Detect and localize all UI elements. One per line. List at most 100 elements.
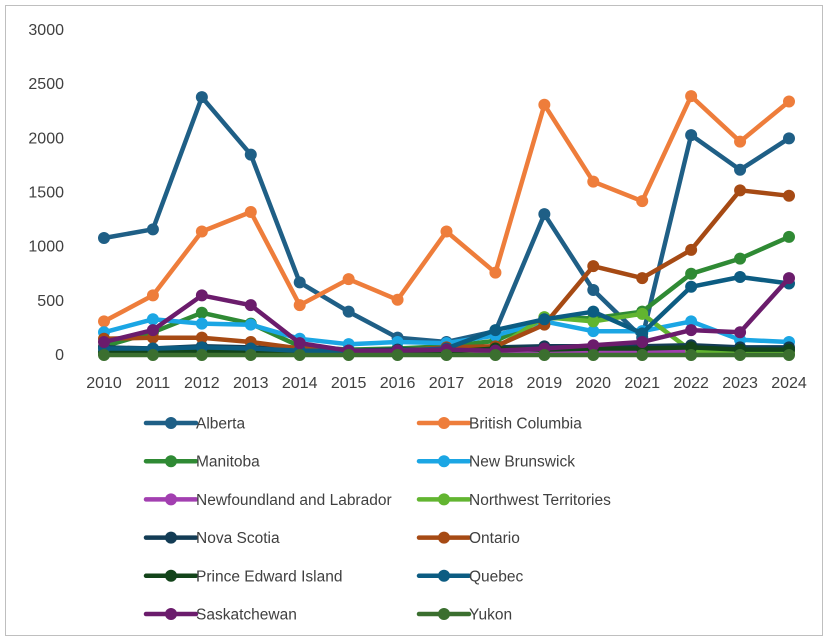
data-point-saskatchewan [195,289,208,302]
data-point-new-brunswick [146,313,159,326]
data-point-ontario [734,184,747,197]
data-point-quebec [587,305,600,318]
data-point-yukon [440,349,453,361]
data-point-alberta [587,284,600,296]
data-point-northwest-territories [587,315,600,328]
data-point-northwest-territories [636,307,649,320]
data-point-british-columbia [734,135,747,148]
legend-marker-manitoba [165,455,177,468]
data-point-saskatchewan [685,324,698,337]
y-tick-label: 1500 [28,185,64,202]
data-point-ontario [783,189,795,202]
legend-label-yukon: Yukon [469,607,512,624]
data-point-alberta [783,132,795,145]
data-point-british-columbia [538,98,551,111]
legend-label-new-brunswick: New Brunswick [469,454,575,471]
data-point-yukon [342,349,355,361]
data-point-british-columbia [783,95,795,108]
data-point-british-columbia [342,273,355,286]
y-tick-label: 1000 [28,239,64,256]
data-point-yukon [783,349,795,361]
data-point-british-columbia [636,195,649,208]
x-tick-label: 2014 [282,375,318,392]
legend-label-alberta: Alberta [196,416,245,433]
x-tick-label: 2011 [136,375,171,392]
legend-label-ontario: Ontario [469,530,520,547]
legend-marker-new-brunswick [438,455,450,468]
data-point-alberta [293,276,306,289]
data-point-yukon [391,349,404,361]
data-point-british-columbia [146,289,159,302]
legend-marker-saskatchewan [165,608,177,620]
x-tick-label: 2013 [233,375,269,392]
data-point-new-brunswick [244,318,257,331]
data-point-yukon [293,349,306,361]
legend-marker-ontario [438,531,450,544]
data-point-manitoba [734,252,747,265]
legend-marker-newfoundland-and-labrador [165,493,177,506]
data-point-british-columbia [489,266,502,279]
data-point-yukon [98,349,110,361]
data-point-alberta [244,148,257,161]
legend-label-newfoundland-and-labrador: Newfoundland and Labrador [196,492,392,509]
y-tick-label: 2000 [28,130,64,147]
data-point-alberta [538,208,551,221]
data-point-alberta [342,305,355,318]
data-point-manitoba [195,306,208,319]
data-point-yukon [587,349,600,361]
legend-marker-quebec [438,569,450,582]
data-point-new-brunswick [195,317,208,330]
data-point-british-columbia [244,206,257,218]
data-point-saskatchewan [146,324,159,337]
legend-marker-nova-scotia [165,531,177,544]
data-point-yukon [489,349,502,361]
data-point-yukon [244,349,257,361]
data-point-alberta [195,91,208,104]
data-point-yukon [734,349,747,361]
data-point-manitoba [685,267,698,280]
x-tick-label: 2022 [673,375,709,392]
legend-label-prince-edward-island: Prince Edward Island [196,568,342,585]
legend-marker-alberta [165,417,177,429]
data-point-saskatchewan [734,326,747,339]
data-point-alberta [146,223,159,236]
legend-label-saskatchewan: Saskatchewan [196,607,297,624]
data-point-alberta [734,163,747,176]
data-point-saskatchewan [293,337,306,350]
legend-marker-yukon [438,608,450,620]
legend-marker-british-columbia [438,417,450,429]
legend-label-northwest-territories: Northwest Territories [469,492,611,509]
data-point-british-columbia [98,315,110,328]
data-point-quebec [685,280,698,293]
data-point-new-brunswick [685,315,698,328]
legend-label-manitoba: Manitoba [196,454,260,471]
data-point-saskatchewan [636,336,649,348]
data-point-quebec [489,324,502,337]
data-point-yukon [195,349,208,361]
data-point-saskatchewan [783,272,795,285]
data-point-alberta [685,129,698,142]
data-point-british-columbia [587,175,600,188]
data-point-new-brunswick [587,325,600,338]
legend-label-british-columbia: British Columbia [469,416,582,433]
x-tick-label: 2024 [771,375,807,392]
x-tick-label: 2019 [527,375,563,392]
data-point-ontario [195,331,208,344]
data-point-yukon [538,349,551,361]
x-tick-label: 2021 [624,375,660,392]
y-tick-label: 0 [55,347,64,364]
data-point-ontario [685,243,698,256]
x-tick-label: 2017 [429,375,465,392]
data-point-british-columbia [293,299,306,312]
data-point-british-columbia [685,90,698,103]
data-point-manitoba [783,230,795,243]
y-tick-label: 2500 [28,76,64,93]
data-point-saskatchewan [98,336,110,348]
data-point-quebec [734,271,747,283]
data-point-ontario [636,272,649,285]
x-tick-label: 2018 [478,375,514,392]
legend-label-quebec: Quebec [469,568,524,585]
data-point-british-columbia [440,225,453,238]
data-point-saskatchewan [587,339,600,352]
